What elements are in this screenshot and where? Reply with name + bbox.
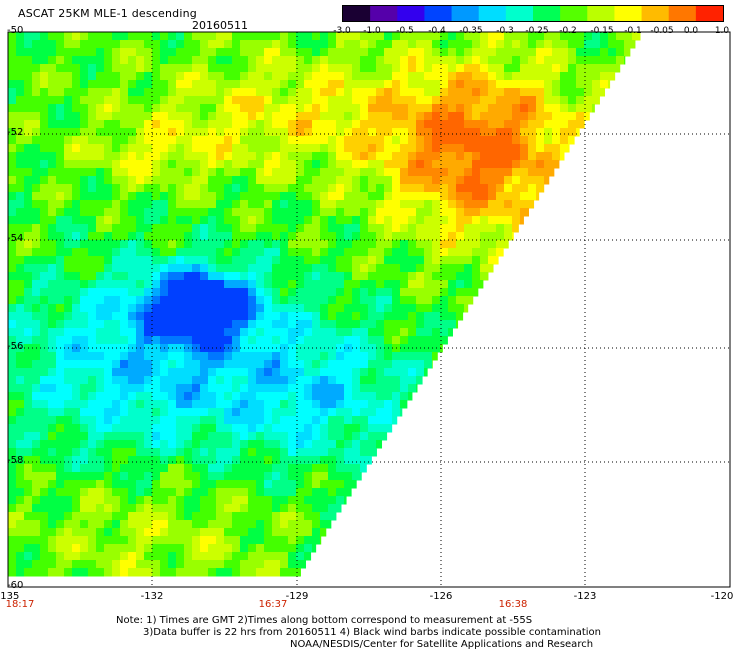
- longitude-label: -126: [429, 591, 453, 602]
- colorbar-segment: [695, 6, 724, 21]
- colorbar-tick-label: -3.0: [333, 26, 351, 36]
- longitude-label: -132: [140, 591, 164, 602]
- latitude-label: -60: [7, 580, 24, 591]
- latitude-label: -56: [7, 341, 24, 352]
- lat-lon-grid: [8, 32, 730, 587]
- longitude-label: -135: [0, 591, 20, 602]
- colorbar-segment: [614, 6, 643, 21]
- product-title: ASCAT 25KM MLE-1 descending: [18, 7, 197, 20]
- colorbar-border: [342, 5, 724, 22]
- colorbar-segment: [451, 6, 480, 21]
- map-frame: [7, 31, 731, 588]
- colorbar-segment: [370, 6, 398, 21]
- colorbar: [342, 5, 724, 22]
- product-date: 20160511: [192, 19, 248, 32]
- colorbar-tick-label: 0.0: [683, 26, 699, 36]
- colorbar-tick-label: -0.25: [525, 26, 549, 36]
- longitude-label: -129: [285, 591, 309, 602]
- colorbar-segment: [587, 6, 616, 21]
- pass-time-label: 16:37: [258, 599, 288, 610]
- colorbar-tick-label: -0.05: [650, 26, 674, 36]
- colorbar-tick-label: -0.1: [624, 26, 642, 36]
- footer-note-line1: Note: 1) Times are GMT 2)Times along bot…: [116, 615, 533, 626]
- colorbar-tick-label: -0.15: [590, 26, 614, 36]
- colorbar-tick-label: -0.5: [396, 26, 414, 36]
- pass-time-label: 18:17: [5, 599, 35, 610]
- colorbar-segment: [397, 6, 426, 21]
- mle-data-swath: [8, 32, 641, 577]
- colorbar-segment: [343, 6, 371, 21]
- latitude-label: -58: [7, 455, 24, 466]
- footer-note-line2: 3)Data buffer is 22 hrs from 20160511 4)…: [143, 627, 601, 638]
- colorbar-tick-label: -0.2: [559, 26, 577, 36]
- footer-credit: NOAA/NESDIS/Center for Satellite Applica…: [290, 639, 594, 650]
- colorbar-tick-label: -1.0: [363, 26, 381, 36]
- colorbar-segment: [424, 6, 453, 21]
- colorbar-tick-label: -0.35: [459, 26, 483, 36]
- colorbar-segment: [668, 6, 697, 21]
- latitude-label: -50: [7, 25, 24, 36]
- colorbar-tick-label: 1.0: [714, 26, 730, 36]
- colorbar-segment: [478, 6, 507, 21]
- colorbar-segment: [641, 6, 670, 21]
- colorbar-tick-label: -0.4: [428, 26, 446, 36]
- colorbar-segment: [560, 6, 588, 21]
- latitude-label: -54: [7, 233, 24, 244]
- colorbar-tick-label: -0.3: [496, 26, 514, 36]
- colorbar-segment: [533, 6, 561, 21]
- latitude-label: -52: [7, 127, 24, 138]
- longitude-label: -123: [573, 591, 597, 602]
- pass-time-label: 16:38: [498, 599, 528, 610]
- colorbar-segment: [505, 6, 534, 21]
- longitude-label: -120: [710, 591, 734, 602]
